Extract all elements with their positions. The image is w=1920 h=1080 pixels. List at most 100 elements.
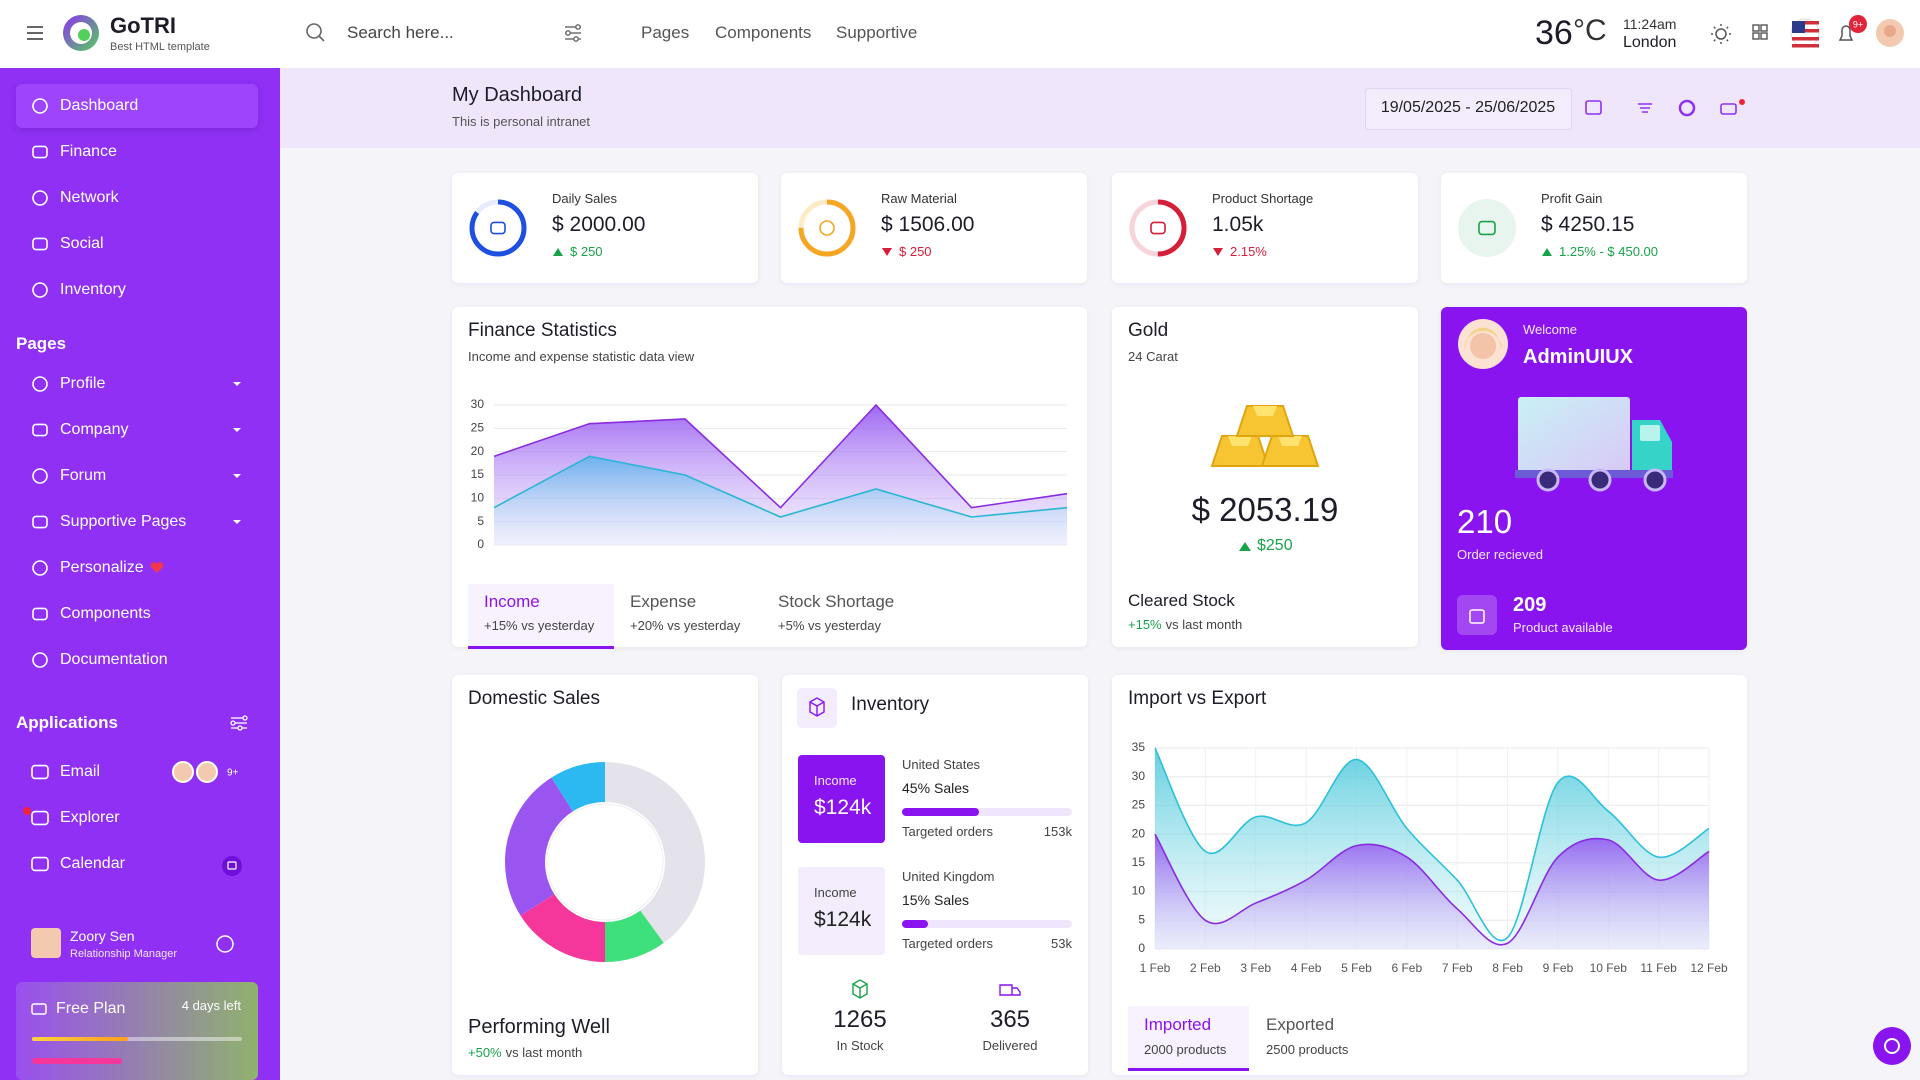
welcome-greeting: Welcome <box>1523 322 1577 338</box>
nav-link[interactable]: Pages <box>641 22 690 42</box>
stat-change: 2.15% <box>1230 244 1267 260</box>
orders-value: 153k <box>1043 824 1072 840</box>
tab-note: 2500 products <box>1266 1042 1349 1058</box>
tab-active[interactable] <box>468 584 614 649</box>
menu-item[interactable]: Inventory <box>60 281 126 299</box>
region-sales: 45% Sales <box>902 780 969 797</box>
section-heading: Applications <box>16 712 119 732</box>
progress-fill <box>902 808 979 816</box>
doughnut-change: 18.71 (0.73%) <box>557 867 653 884</box>
card-subtitle: 24 Carat <box>1128 349 1178 365</box>
date-range[interactable]: 19/05/2025 - 25/06/2025 <box>1380 99 1556 117</box>
stat-label: Profit Gain <box>1541 191 1603 207</box>
menu-item[interactable]: Social <box>60 235 104 253</box>
stock-label: In Stock <box>836 1038 884 1054</box>
tab-label[interactable]: Imported <box>1144 1014 1212 1034</box>
region-sales-part: Sales <box>934 779 970 796</box>
footer-note: +50% vs last month <box>468 1045 582 1061</box>
tab-note: +15% vs yesterday <box>484 618 595 634</box>
menu-item[interactable]: Company <box>60 421 129 439</box>
region-label: Income <box>814 885 857 901</box>
welcome-products-label: Product available <box>1513 620 1613 636</box>
search-input[interactable]: Search here... <box>347 22 454 42</box>
card-title: Inventory <box>851 693 930 715</box>
page-subtitle: This is personal intranet <box>452 114 591 130</box>
stat-value: $ 2000.00 <box>552 213 646 237</box>
region-sales-part: Sales <box>934 891 970 908</box>
stat-change: $ 250 <box>899 244 932 260</box>
orders-label: Targeted orders <box>902 936 994 952</box>
menu-item[interactable]: Supportive Pages <box>60 513 187 531</box>
menu-item[interactable]: Documentation <box>60 651 168 669</box>
page-header <box>280 68 1920 148</box>
card-title: Domestic Sales <box>468 687 600 709</box>
card-title: Import vs Export <box>1128 687 1267 709</box>
stat-card <box>1112 173 1418 283</box>
temperature-unit: °C <box>1573 14 1607 47</box>
progress-fill <box>902 920 928 928</box>
menu-item[interactable]: Network <box>60 189 119 207</box>
nav-link[interactable]: Components <box>715 22 812 42</box>
tab-label[interactable]: Stock Shortage <box>778 591 895 611</box>
welcome-name: AdminUIUX <box>1523 346 1633 368</box>
plan-name: Free Plan <box>56 1000 126 1018</box>
date-box[interactable] <box>1365 88 1572 130</box>
menu-item[interactable]: Calendar <box>60 855 125 873</box>
region-sales-part: 45% <box>902 779 931 796</box>
region-amount: $124k <box>814 908 872 932</box>
tab-note: +5% vs yesterday <box>778 618 881 634</box>
menu-item[interactable]: Explorer <box>60 809 120 827</box>
region-box <box>798 755 885 843</box>
nav-link[interactable]: Supportive <box>836 22 918 42</box>
card-title: Gold <box>1128 319 1169 341</box>
tagline: Best HTML template <box>110 41 210 54</box>
region-sales-part: 15% <box>902 891 931 908</box>
progress-track <box>902 920 1072 928</box>
page-title: My Dashboard <box>452 84 583 106</box>
region-label: Income <box>814 773 857 789</box>
tab-label[interactable]: Income <box>484 591 540 611</box>
menu-item[interactable]: Components <box>60 605 151 623</box>
delivered-value: 365 <box>989 1005 1031 1033</box>
stat-label: Daily Sales <box>552 191 618 207</box>
stat-change: $ 250 <box>570 244 603 260</box>
temperature: 36 <box>1535 13 1573 52</box>
footer-title: Performing Well <box>468 1016 610 1038</box>
gold-change: $250 <box>1257 537 1293 555</box>
plan-fill <box>32 1037 128 1041</box>
stat-label: Product Shortage <box>1212 191 1314 207</box>
city: London <box>1623 34 1677 52</box>
section-heading: Pages <box>16 333 67 353</box>
menu-item[interactable]: Finance <box>60 143 117 161</box>
tab-active[interactable] <box>1128 1006 1249 1071</box>
delivered-label: Delivered <box>982 1038 1038 1054</box>
menu-item[interactable]: Email <box>60 763 101 781</box>
menu-item[interactable]: Dashboard <box>60 97 139 115</box>
plan-box <box>16 982 258 1080</box>
plan-remaining: 4 days left <box>181 998 241 1014</box>
region-amount: $124k <box>814 796 872 820</box>
footer-note-part: +50% <box>468 1045 502 1061</box>
gold-card <box>1112 307 1418 647</box>
stock-value: 1265 <box>833 1005 887 1033</box>
stat-value: $ 1506.00 <box>881 213 975 237</box>
footer-note-part: vs last month <box>505 1045 583 1061</box>
inventory-icon-box <box>797 688 837 728</box>
tab-label[interactable]: Expense <box>630 591 697 611</box>
user-role: Relationship Manager <box>70 948 178 961</box>
settings-icon <box>1884 1038 1900 1054</box>
tab-note: +20% vs yesterday <box>630 618 741 634</box>
tab-label[interactable]: Exported <box>1266 1014 1335 1034</box>
footer-note-part: vs last month <box>1165 617 1243 633</box>
menu-item[interactable]: Personalize <box>60 559 144 577</box>
orders-value: 53k <box>1051 936 1072 952</box>
active-item <box>16 84 258 128</box>
orders-label: Targeted orders <box>902 824 994 840</box>
stat-value: $ 4250.15 <box>1541 213 1635 237</box>
menu-item[interactable]: Profile <box>60 375 106 393</box>
stat-value: 1.05k <box>1212 213 1264 237</box>
menu-item[interactable]: Forum <box>60 467 107 485</box>
user-name: Zoory Sen <box>70 927 135 944</box>
card-title: Finance Statistics <box>468 319 617 341</box>
